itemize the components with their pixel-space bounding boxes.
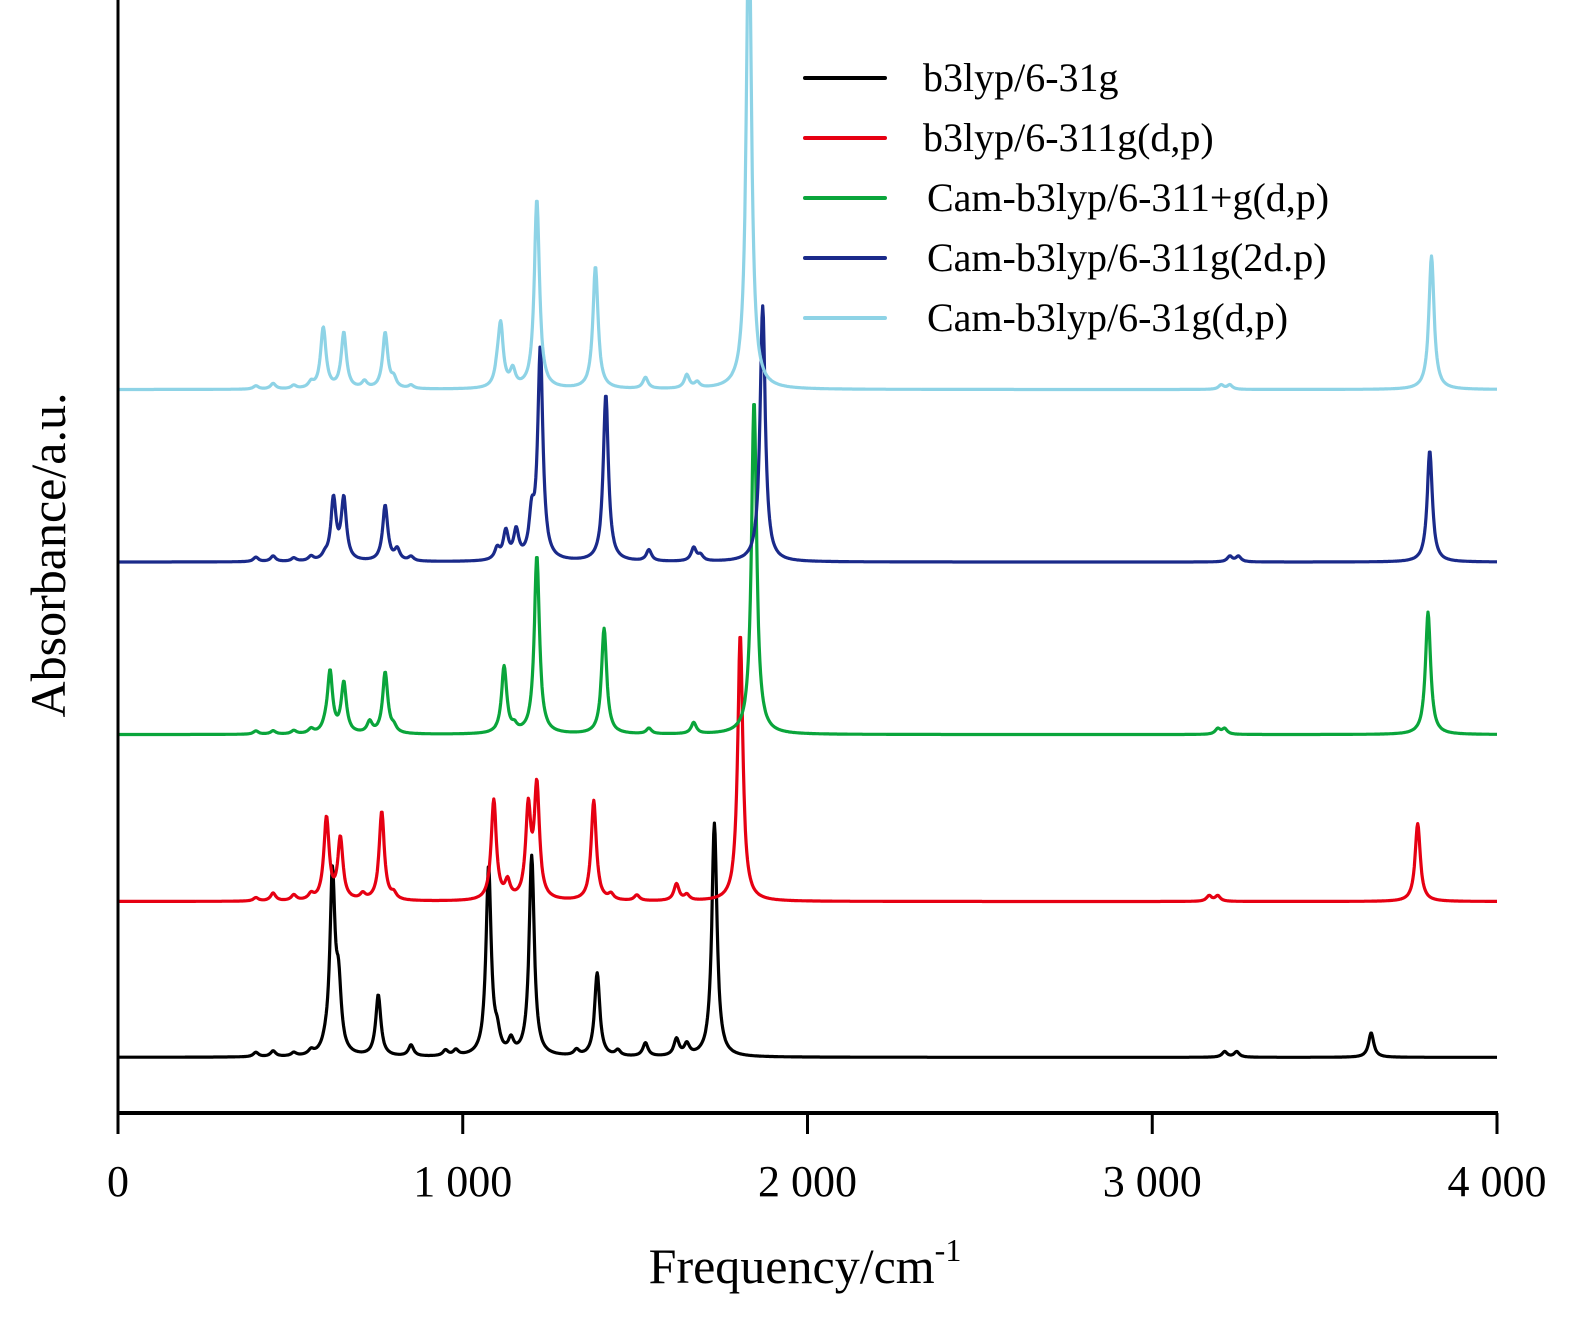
x-axis-title-superscript: -1 — [935, 1232, 962, 1268]
series-line-1 — [117, 635, 1498, 904]
series-line-0 — [117, 821, 1498, 1059]
series-line-2 — [117, 403, 1498, 737]
x-ticks: 0 1 000 2 000 3 000 4 000 — [107, 1113, 1547, 1206]
x-axis-title-main: Frequency/cm — [649, 1238, 935, 1294]
legend-label: b3lyp/6-311g(d,p) — [923, 115, 1214, 160]
y-axis-title: Absorbance/a.u. — [20, 393, 76, 718]
series-line-4 — [117, 0, 1498, 392]
legend-label: Cam-b3lyp/6-31g(d,p) — [927, 295, 1288, 340]
x-tick-label: 0 — [107, 1157, 129, 1206]
axes: 0 1 000 2 000 3 000 4 000 — [107, 0, 1547, 1206]
legend-label: Cam-b3lyp/6-311g(2d.p) — [927, 235, 1327, 280]
legend-label: b3lyp/6-31g — [923, 55, 1119, 100]
series-line-3 — [117, 304, 1498, 564]
legend-label: Cam-b3lyp/6-311+g(d,p) — [927, 175, 1329, 220]
x-tick-label: 2 000 — [758, 1157, 857, 1206]
legend: b3lyp/6-31g b3lyp/6-311g(d,p) Cam-b3lyp/6-… — [803, 55, 1329, 340]
x-tick-label: 1 000 — [413, 1157, 512, 1206]
x-tick-label: 4 000 — [1448, 1157, 1547, 1206]
x-tick-label: 3 000 — [1103, 1157, 1202, 1206]
x-axis-title: Frequency/cm-1 — [649, 1232, 962, 1294]
series-layer — [117, 0, 1498, 1059]
